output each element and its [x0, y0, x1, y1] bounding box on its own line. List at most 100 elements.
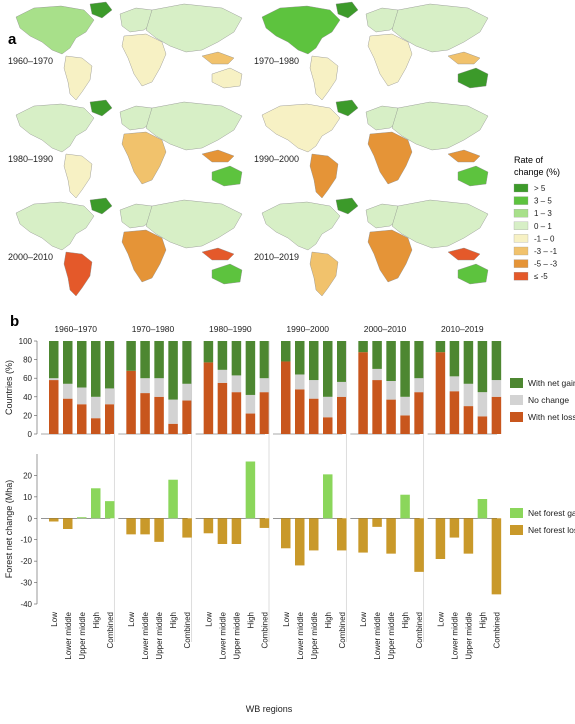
bar-segment-no-change	[323, 396, 333, 418]
map-region-greenland	[89, 1, 113, 19]
bar-segment-no-change	[386, 380, 396, 400]
x-axis-title: WB regions	[246, 704, 293, 714]
map-region-africa	[121, 33, 167, 87]
map-region-greenland	[89, 99, 113, 117]
bar-segment-no-change	[372, 368, 382, 381]
map-region-greenland	[335, 99, 359, 117]
legend-swatch	[513, 259, 529, 268]
bar-segment-with-net-gain	[295, 341, 305, 375]
bar-segment-with-net-loss	[337, 396, 347, 434]
bar-net-loss	[295, 518, 305, 566]
bar-net-gain	[400, 494, 410, 519]
map-region-australia	[211, 165, 243, 187]
legend-label: -5 – -3	[534, 260, 558, 269]
bar-net-loss	[281, 518, 291, 549]
bar-segment-with-net-loss	[140, 393, 150, 434]
bar-segment-with-net-gain	[358, 341, 368, 353]
y-axis-title: Forest net change (Mha)	[4, 480, 14, 579]
map-region-australia	[211, 263, 243, 285]
y-tick-label: 20	[23, 471, 32, 480]
bar-net-loss	[449, 518, 460, 538]
map-region-asia	[145, 199, 243, 249]
bar-net-gain	[168, 479, 178, 519]
world-map	[261, 197, 489, 297]
bar-segment-with-net-loss	[168, 423, 178, 434]
bar-segment-with-net-gain	[259, 341, 270, 379]
bar-segment-with-net-gain	[435, 341, 446, 353]
x-tick-label: Low	[436, 612, 445, 627]
bar-segment-with-net-gain	[231, 341, 242, 376]
rate-legend: Rate of change (%) > 5 3 – 5 1 – 3 0 – 1 -1 …	[513, 155, 560, 281]
map-region-north-america	[261, 201, 341, 251]
x-tick-label: High	[169, 612, 178, 628]
bar-net-loss	[414, 518, 424, 572]
bar-segment-no-change	[91, 396, 101, 419]
world-maps: 1960–1970 1970–1980 1980–1990 1990–2000 2000…	[8, 1, 489, 297]
x-tick-label: Combined	[492, 612, 501, 648]
map-region-southeast-asia	[447, 51, 481, 65]
bar-segment-with-net-gain	[140, 341, 150, 379]
legend-title-line1: Rate of	[514, 155, 544, 165]
legend-swatch	[513, 234, 529, 243]
bar-net-loss	[154, 518, 164, 542]
legend-label: 0 – 1	[534, 222, 552, 231]
bar-segment-no-change	[477, 392, 488, 417]
bar-segment-with-net-gain	[372, 341, 382, 369]
bar-segment-with-net-gain	[77, 341, 87, 388]
bar-net-loss	[259, 518, 270, 528]
legend-label: Net forest gain	[528, 508, 575, 518]
map-period-label: 1960–1970	[8, 56, 53, 66]
bar-segment-with-net-loss	[245, 413, 256, 434]
bar-segment-with-net-loss	[463, 406, 474, 434]
bar-segment-with-net-gain	[203, 341, 214, 363]
legend-swatch	[510, 412, 523, 422]
map-region-south-america	[63, 251, 93, 297]
x-tick-label: Upper middle	[310, 611, 319, 659]
map-region-asia	[391, 199, 489, 249]
x-tick-label: Upper middle	[387, 611, 396, 659]
map-region-southeast-asia	[201, 247, 235, 261]
map-period-label: 1970–1980	[254, 56, 299, 66]
bar-segment-with-net-loss	[358, 352, 368, 434]
bar-segment-with-net-loss	[77, 404, 87, 434]
bar-segment-with-net-loss	[126, 370, 136, 434]
legend-label: No change	[528, 395, 569, 405]
period-title: 2010–2019	[441, 324, 484, 334]
bar-segment-no-change	[309, 380, 319, 399]
x-tick-label: Combined	[338, 612, 347, 648]
map-region-greenland	[335, 197, 359, 215]
bar-net-gain	[477, 499, 488, 519]
bar-net-loss	[309, 518, 319, 551]
bar-net-loss	[182, 518, 192, 538]
legend-label: -1 – 0	[534, 234, 555, 243]
bar-segment-with-net-loss	[105, 404, 115, 434]
x-tick-label: Combined	[106, 612, 115, 648]
map-period-label: 2010–2019	[254, 252, 299, 262]
bar-segment-with-net-loss	[154, 396, 164, 434]
map-period-label: 2000–2010	[8, 252, 53, 262]
legend-swatch	[513, 183, 529, 193]
bar-net-loss	[372, 518, 382, 527]
panel-b-label: b	[10, 313, 19, 330]
bar-segment-with-net-gain	[400, 341, 410, 397]
bar-net-loss	[435, 518, 446, 559]
bar-segment-with-net-loss	[259, 392, 270, 434]
map-region-australia	[457, 263, 489, 285]
y-axis-title: Countries (%)	[4, 360, 14, 415]
bar-segment-with-net-gain	[323, 341, 333, 397]
bar-net-loss	[463, 518, 474, 554]
bar-net-loss	[231, 518, 242, 544]
y-tick-label: -30	[20, 579, 32, 588]
bar-segment-no-change	[491, 380, 502, 397]
bar-segment-with-net-gain	[449, 341, 460, 377]
bar-net-loss	[491, 518, 502, 595]
bar-segment-with-net-gain	[182, 341, 192, 384]
legend-swatch	[513, 209, 529, 218]
y-tick-label: 20	[23, 411, 32, 420]
map-region-north-america	[261, 103, 341, 153]
map-period-label: 1980–1990	[8, 154, 53, 164]
legend-title-line2: change (%)	[514, 167, 560, 177]
map-region-australia	[457, 165, 489, 187]
